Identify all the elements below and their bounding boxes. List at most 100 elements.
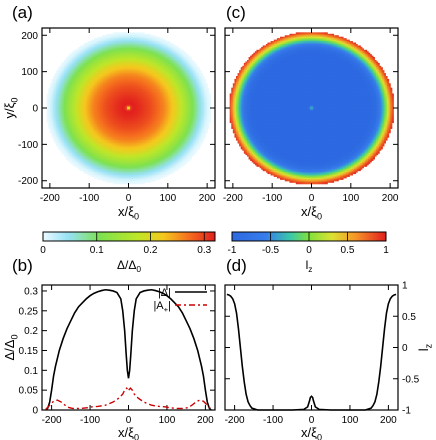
heat-cell <box>122 60 125 63</box>
heat-cell <box>153 89 156 92</box>
heat-cell <box>112 94 115 97</box>
heat-cell <box>147 36 150 39</box>
heat-cell <box>174 84 177 87</box>
heat-cell <box>152 49 155 52</box>
heat-cell <box>126 36 130 39</box>
heat-cell <box>64 96 67 99</box>
heat-cell <box>119 54 122 57</box>
heat-cell <box>188 105 191 108</box>
heat-cell <box>183 87 186 90</box>
heat-cell <box>126 116 130 119</box>
heat-cell <box>141 55 144 58</box>
heat-cell <box>57 70 60 73</box>
heat-cell <box>142 94 145 97</box>
heat-cell <box>57 80 60 83</box>
heat-cell <box>166 52 169 55</box>
heat-cell <box>59 81 62 84</box>
heat-cell <box>142 96 145 99</box>
heat-cell <box>156 99 159 102</box>
heat-cell <box>145 58 148 61</box>
heat-cell <box>89 54 92 57</box>
heat-cell <box>98 36 101 39</box>
heat-cell <box>92 58 95 61</box>
heat-cell <box>156 109 159 112</box>
heat-cell <box>117 103 120 106</box>
heat-cell <box>167 100 170 103</box>
heat-cell <box>172 109 175 112</box>
heat-cell <box>86 97 89 100</box>
heat-cell <box>147 46 150 49</box>
heat-cell <box>59 80 62 83</box>
heat-cell <box>84 42 87 45</box>
heat-cell <box>153 35 156 38</box>
heat-cell <box>133 96 136 99</box>
heat-cell <box>111 108 114 111</box>
heat-cell <box>191 92 194 95</box>
heat-cell <box>71 97 75 100</box>
heat-cell <box>202 89 205 92</box>
heat-cell <box>166 94 169 97</box>
heat-cell <box>128 67 131 70</box>
heat-cell <box>97 55 100 58</box>
heat-cell <box>98 51 101 54</box>
heat-cell <box>109 74 112 77</box>
heat-cell <box>139 61 142 64</box>
heat-cell <box>122 76 125 79</box>
heat-cell <box>145 80 148 83</box>
heat-cell <box>65 57 68 60</box>
heat-cell <box>125 106 128 109</box>
heat-cell <box>142 73 145 76</box>
heat-cell <box>203 115 207 118</box>
heat-cell <box>71 109 75 112</box>
heat-cell <box>150 68 153 71</box>
heat-cell <box>172 46 175 49</box>
heat-cell <box>87 90 90 93</box>
heat-cell <box>108 52 111 55</box>
heat-cell <box>156 76 159 79</box>
heat-cell <box>57 99 60 102</box>
heat-cell <box>177 73 180 76</box>
heat-cell <box>156 97 159 100</box>
heat-cell <box>117 92 120 95</box>
heat-cell <box>161 78 164 81</box>
heat-cell <box>208 113 211 116</box>
heat-cell <box>89 78 92 81</box>
heat-cell <box>62 81 65 84</box>
heat-cell <box>122 116 125 119</box>
heat-cell <box>145 100 148 103</box>
heat-cell <box>54 83 57 86</box>
heat-cell <box>205 84 208 87</box>
heat-cell <box>174 108 177 111</box>
heat-cell <box>147 39 150 42</box>
heat-cell <box>133 80 136 83</box>
heat-cell <box>71 76 75 79</box>
heat-cell <box>194 78 197 81</box>
heat-cell <box>178 49 181 52</box>
heat-cell <box>133 87 136 90</box>
heat-cell <box>178 80 181 83</box>
heat-cell <box>108 61 111 64</box>
heat-cell <box>60 86 64 89</box>
heat-cell <box>97 86 100 89</box>
heat-cell <box>180 110 183 113</box>
heat-cell <box>158 106 161 109</box>
heat-cell <box>139 49 142 52</box>
heat-cell <box>148 115 152 118</box>
heat-cell <box>174 106 177 109</box>
heat-cell <box>89 74 92 77</box>
heat-cell <box>174 112 177 115</box>
heat-cell <box>68 70 71 73</box>
heat-cell <box>65 84 68 87</box>
heat-cell <box>64 109 67 112</box>
heat-cell <box>192 81 196 84</box>
heat-cell <box>109 99 112 102</box>
heat-cell <box>125 36 128 39</box>
heat-cell <box>81 71 84 74</box>
heat-cell <box>73 93 76 96</box>
heat-cell <box>101 93 104 96</box>
heat-cell <box>48 100 51 103</box>
heat-cell <box>147 90 150 93</box>
heat-cell <box>109 60 112 63</box>
heat-cell <box>128 116 131 119</box>
heat-cell <box>152 70 155 73</box>
